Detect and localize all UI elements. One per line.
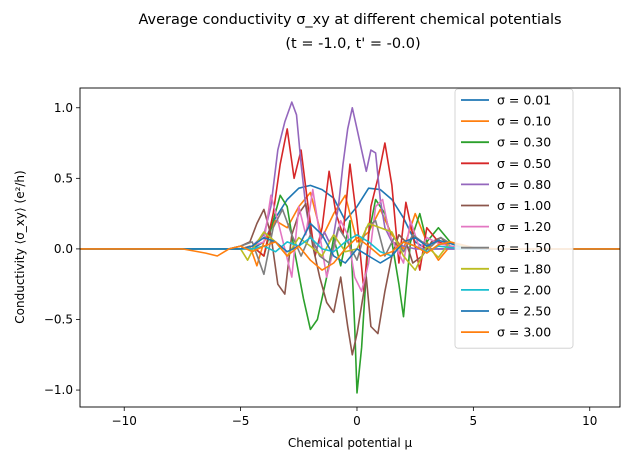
legend-label: σ = 2.50 — [497, 304, 551, 319]
legend-label: σ = 3.00 — [497, 325, 551, 340]
legend-label: σ = 2.00 — [497, 282, 551, 297]
plot-frame — [79, 87, 621, 408]
x-tick-label: −10 — [112, 414, 137, 428]
series-line-10 — [80, 222, 620, 264]
chart-title: Average conductivity σ_xy at different c… — [138, 12, 561, 28]
legend-label: σ = 1.20 — [497, 219, 551, 234]
y-tick-label: −1.0 — [44, 383, 73, 397]
legend-label: σ = 1.00 — [497, 198, 551, 213]
series-line-11 — [80, 236, 620, 271]
x-tick-label: 0 — [353, 414, 361, 428]
series-line-7 — [80, 208, 620, 276]
legend-label: σ = 0.01 — [497, 93, 551, 108]
series-layer — [80, 101, 620, 394]
series-line-3 — [80, 128, 620, 293]
y-tick-label: 0.0 — [54, 242, 73, 256]
x-axis-ticks: −10 −5 0 5 10 — [112, 407, 597, 428]
legend-label: σ = 0.10 — [497, 114, 551, 129]
chart-subtitle: (t = -1.0, t' = -0.0) — [285, 36, 420, 52]
legend: σ = 0.01 σ = 0.10 σ = 0.30 σ = 0.50 σ = 0.80… — [454, 88, 574, 349]
y-tick-label: −0.5 — [44, 312, 73, 326]
y-axis-ticks: −1.0 −0.5 0.0 0.5 1.0 — [44, 101, 80, 397]
x-axis-label: Chemical potential μ — [288, 436, 413, 450]
y-axis-label: Conductivity ⟨σ_xy⟩ (e²/h) — [13, 170, 27, 323]
y-tick-label: 0.5 — [54, 171, 73, 185]
legend-label: σ = 1.50 — [497, 240, 551, 255]
legend-box — [454, 88, 574, 349]
y-tick-label: 1.0 — [54, 101, 73, 115]
x-tick-label: 5 — [470, 414, 478, 428]
legend-label: σ = 1.80 — [497, 261, 551, 276]
legend-label: σ = 0.50 — [497, 156, 551, 171]
legend-label: σ = 0.30 — [497, 135, 551, 150]
series-line-4 — [80, 101, 620, 253]
legend-label: σ = 0.80 — [497, 177, 551, 192]
x-tick-label: −5 — [232, 414, 250, 428]
x-tick-label: 10 — [582, 414, 597, 428]
